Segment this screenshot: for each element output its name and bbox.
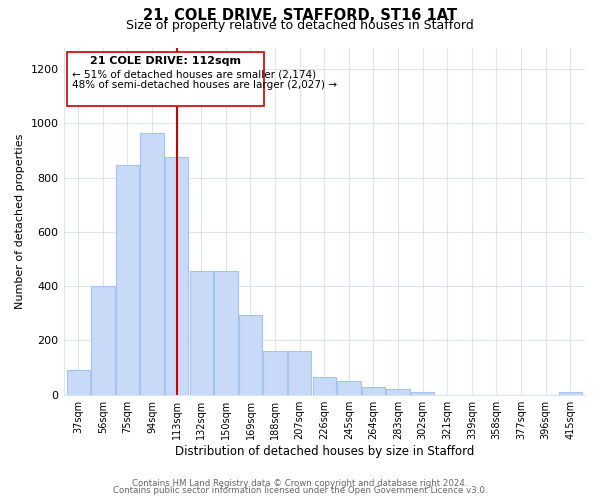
Y-axis label: Number of detached properties: Number of detached properties xyxy=(15,134,25,309)
Bar xyxy=(411,392,434,394)
Bar xyxy=(190,272,213,394)
Bar xyxy=(91,286,115,395)
Bar xyxy=(214,272,238,394)
Text: 21, COLE DRIVE, STAFFORD, ST16 1AT: 21, COLE DRIVE, STAFFORD, ST16 1AT xyxy=(143,8,457,22)
Bar xyxy=(288,352,311,395)
Text: ← 51% of detached houses are smaller (2,174): ← 51% of detached houses are smaller (2,… xyxy=(72,69,316,79)
X-axis label: Distribution of detached houses by size in Stafford: Distribution of detached houses by size … xyxy=(175,444,474,458)
Bar xyxy=(559,392,582,394)
Bar xyxy=(239,314,262,394)
Text: 21 COLE DRIVE: 112sqm: 21 COLE DRIVE: 112sqm xyxy=(90,56,241,66)
Text: Size of property relative to detached houses in Stafford: Size of property relative to detached ho… xyxy=(126,18,474,32)
Text: Contains HM Land Registry data © Crown copyright and database right 2024.: Contains HM Land Registry data © Crown c… xyxy=(132,478,468,488)
Bar xyxy=(140,133,164,394)
Bar xyxy=(337,381,361,394)
Text: Contains public sector information licensed under the Open Government Licence v3: Contains public sector information licen… xyxy=(113,486,487,495)
Bar xyxy=(386,390,410,394)
Bar xyxy=(67,370,90,394)
FancyBboxPatch shape xyxy=(67,52,264,106)
Bar xyxy=(263,352,287,395)
Bar xyxy=(165,158,188,394)
Bar xyxy=(116,166,139,394)
Text: 48% of semi-detached houses are larger (2,027) →: 48% of semi-detached houses are larger (… xyxy=(72,80,337,90)
Bar xyxy=(313,377,336,394)
Bar xyxy=(362,386,385,394)
